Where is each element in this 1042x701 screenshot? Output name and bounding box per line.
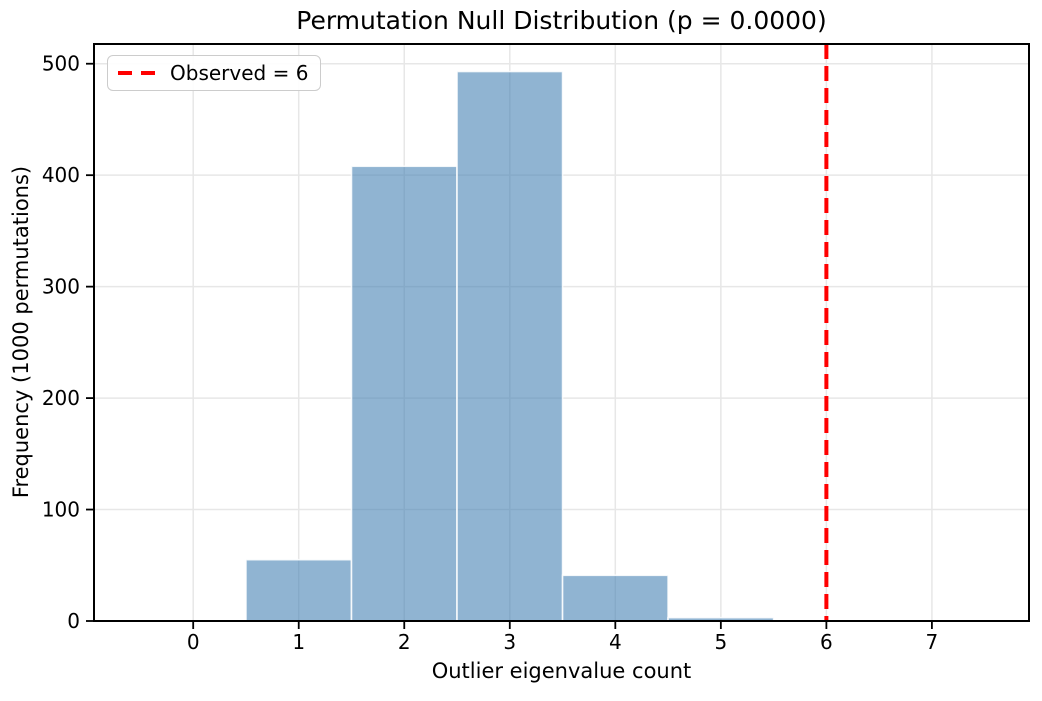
dashed-line-icon: [118, 71, 156, 75]
x-axis-label: Outlier eigenvalue count: [431, 659, 692, 683]
axes-spines: [93, 43, 1030, 622]
histogram-bar-1: [245, 558, 353, 622]
y-tick-label: 400: [42, 163, 80, 187]
x-tick-label: 0: [187, 630, 200, 654]
x-tick-label: 7: [926, 630, 939, 654]
histogram-bar-4: [561, 574, 669, 622]
y-tick-label: 100: [42, 498, 80, 522]
x-tick-label: 2: [398, 630, 411, 654]
histogram-bar-3: [456, 70, 564, 622]
chart-title: Permutation Null Distribution (p = 0.000…: [296, 6, 827, 35]
y-tick-label: 200: [42, 386, 80, 410]
x-tick-label: 5: [714, 630, 727, 654]
y-tick-label: 500: [42, 52, 80, 76]
legend: Observed = 6: [107, 55, 322, 91]
histogram-bar-2: [350, 165, 458, 622]
x-tick-label: 1: [292, 630, 305, 654]
x-tick-label: 3: [503, 630, 516, 654]
y-tick-label: 300: [42, 275, 80, 299]
y-axis-label: Frequency (1000 permutations): [9, 165, 33, 499]
y-tick-label: 0: [67, 609, 80, 633]
x-tick-label: 6: [820, 630, 833, 654]
x-tick-label: 4: [609, 630, 622, 654]
legend-label: Observed = 6: [170, 61, 309, 85]
